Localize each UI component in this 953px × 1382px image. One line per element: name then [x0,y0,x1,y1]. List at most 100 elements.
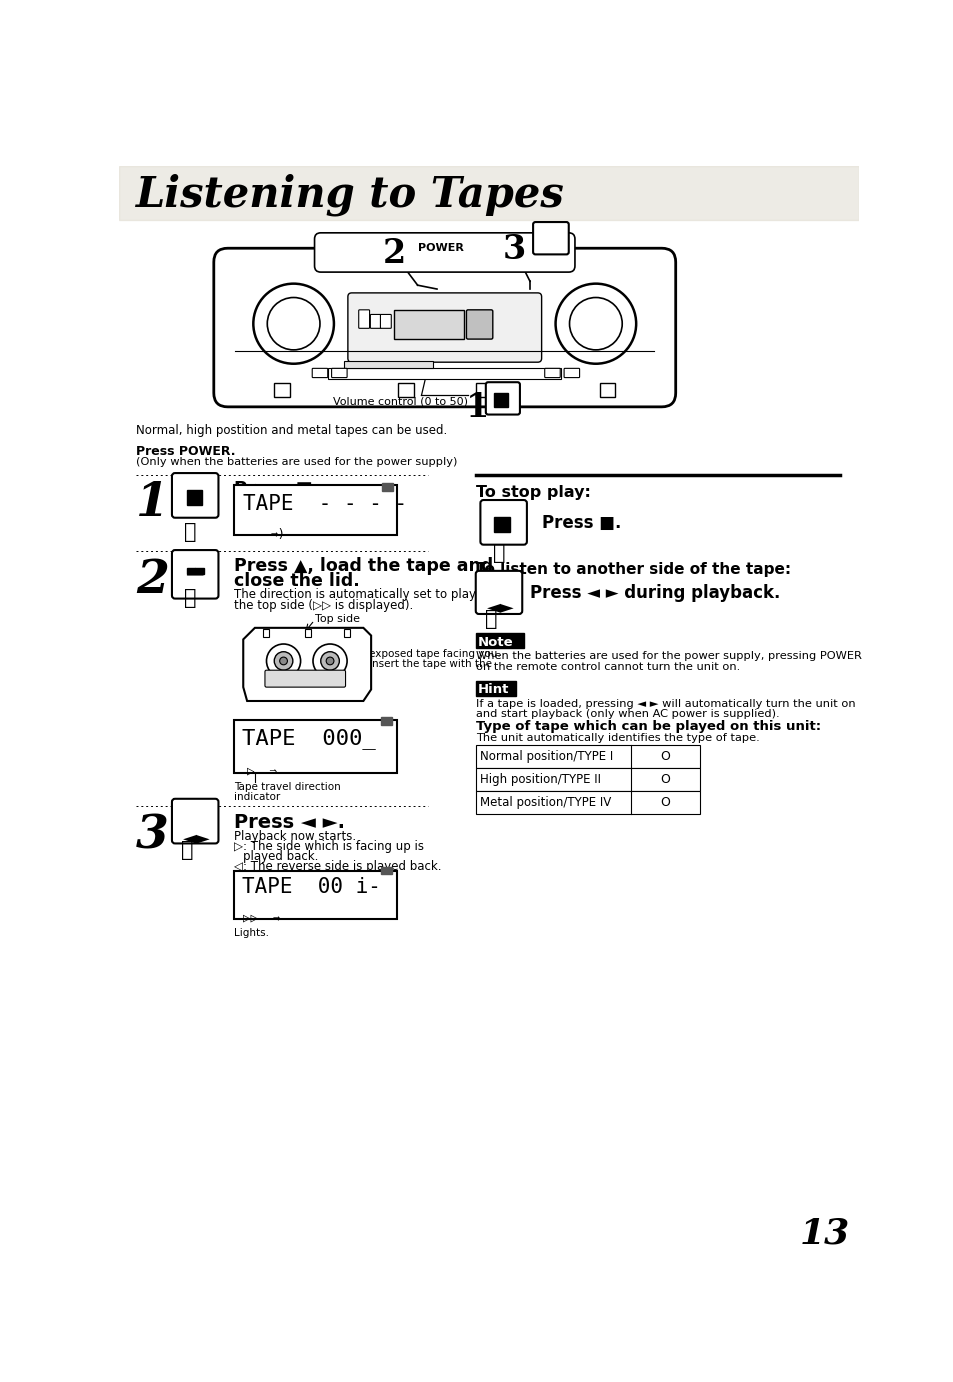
Text: High position/TYPE II: High position/TYPE II [480,774,600,786]
Text: POWER: POWER [417,243,463,253]
Bar [233,720,396,773]
Circle shape [253,283,334,363]
Text: Type of tape which can be played on this unit:: Type of tape which can be played on this… [476,720,820,734]
Text: the top side (▷▷ is displayed).: the top side (▷▷ is displayed). [233,598,413,612]
Bar [262,629,269,637]
FancyBboxPatch shape [172,799,218,843]
FancyBboxPatch shape [480,500,526,545]
Circle shape [320,652,339,670]
Text: Playback now starts.: Playback now starts. [233,829,355,843]
FancyBboxPatch shape [348,293,541,362]
Text: To listen to another side of the tape:: To listen to another side of the tape: [476,562,790,578]
Text: ◁: The reverse side is played back.: ◁: The reverse side is played back. [233,861,441,873]
Text: 3: 3 [502,232,525,265]
Text: TAPE: TAPE [536,225,563,236]
Text: Listening to Tapes: Listening to Tapes [136,174,564,216]
FancyBboxPatch shape [485,383,519,415]
Bar [119,166,858,220]
Bar [381,717,392,726]
Text: Metal position/TYPE IV: Metal position/TYPE IV [480,796,611,810]
FancyBboxPatch shape [265,670,345,687]
Bar [328,369,560,379]
Text: ▷: The side which is facing up is: ▷: The side which is facing up is [233,840,423,853]
Circle shape [569,297,621,350]
Bar [476,383,491,397]
Bar [344,361,433,369]
FancyBboxPatch shape [563,369,579,377]
Text: The unit automatically identifies the type of tape.: The unit automatically identifies the ty… [476,732,759,742]
Text: Volume control (0 to 50): Volume control (0 to 50) [333,397,468,406]
FancyBboxPatch shape [358,310,369,329]
Text: ◄►: ◄► [538,240,562,256]
FancyBboxPatch shape [544,369,559,377]
Text: 3: 3 [136,813,169,858]
Text: Press ■.: Press ■. [233,480,319,498]
Text: Press POWER.: Press POWER. [136,445,235,457]
Bar [476,768,700,791]
Text: TAPE  - - - -: TAPE - - - - [243,493,407,514]
Text: O: O [660,774,670,786]
Text: close the lid.: close the lid. [233,572,359,590]
Circle shape [279,656,287,665]
Text: Top side: Top side [314,614,359,625]
Text: Reverse mode: Reverse mode [233,875,308,884]
Bar [381,867,392,875]
Text: Note: Note [477,636,513,648]
Bar [494,392,508,406]
Text: Press ▲, load the tape and: Press ▲, load the tape and [233,557,493,575]
Text: 2: 2 [382,236,406,269]
Text: 1: 1 [465,391,489,424]
Bar [476,745,700,768]
FancyBboxPatch shape [332,369,347,377]
Bar [274,383,290,397]
Text: ◄►: ◄► [486,598,514,616]
Text: ✋: ✋ [181,840,193,860]
Text: Normal, high postition and metal tapes can be used.: Normal, high postition and metal tapes c… [136,424,447,437]
Text: Lights.: Lights. [233,929,269,938]
FancyBboxPatch shape [312,369,328,377]
Text: O: O [660,796,670,810]
Text: Insert the tape with the: Insert the tape with the [369,659,492,669]
Polygon shape [187,568,204,575]
Text: 13: 13 [799,1218,849,1251]
Circle shape [267,297,319,350]
Text: ✋: ✋ [184,522,196,542]
Text: 1: 1 [136,480,169,527]
Text: Tape travel direction: Tape travel direction [233,782,340,792]
Text: To stop play:: To stop play: [476,485,590,500]
Text: ⇒): ⇒) [270,528,285,540]
FancyBboxPatch shape [476,571,521,614]
Bar [476,791,700,814]
Text: played back.: played back. [243,850,318,864]
Bar [233,871,396,919]
Text: ▷  ⇒: ▷ ⇒ [247,764,276,778]
Bar [397,383,414,397]
Text: ◄►: ◄► [183,829,211,847]
Bar [187,491,202,506]
Text: Press ■.: Press ■. [541,514,620,532]
Text: When the batteries are used for the power supply, pressing POWER: When the batteries are used for the powe… [476,651,861,661]
Text: Press ◄ ► during playback.: Press ◄ ► during playback. [530,585,780,603]
Text: Normal position/TYPE I: Normal position/TYPE I [480,750,613,763]
Circle shape [313,644,347,679]
Bar [394,310,464,339]
Text: 2: 2 [136,557,169,603]
Text: O: O [660,750,670,763]
Bar [599,383,615,397]
Polygon shape [243,627,371,701]
Text: Hint: Hint [477,683,509,697]
FancyBboxPatch shape [172,473,218,518]
Text: ▷▷  ⇒: ▷▷ ⇒ [243,911,280,925]
Text: ✋: ✋ [484,608,497,629]
Bar [476,681,516,695]
Text: TAPE: TAPE [176,811,204,821]
FancyBboxPatch shape [370,315,381,329]
FancyBboxPatch shape [380,315,391,329]
Text: on the remote control cannot turn the unit on.: on the remote control cannot turn the un… [476,662,740,672]
FancyBboxPatch shape [172,550,218,598]
Text: TAPE: TAPE [481,580,509,590]
Text: ✋: ✋ [493,543,505,562]
Circle shape [266,644,300,679]
Circle shape [555,283,636,363]
Circle shape [274,652,293,670]
